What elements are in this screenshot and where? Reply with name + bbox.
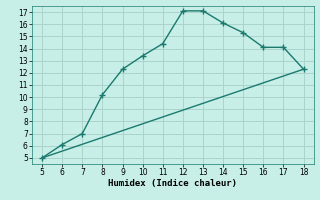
X-axis label: Humidex (Indice chaleur): Humidex (Indice chaleur) bbox=[108, 179, 237, 188]
